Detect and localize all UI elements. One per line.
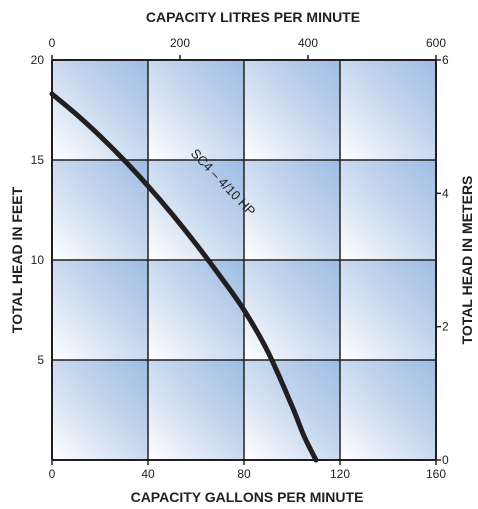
right-axis-title: TOTAL HEAD IN METERS [459, 176, 475, 345]
right-tick-label: 0 [442, 453, 449, 467]
grid-cell [340, 360, 436, 460]
grid-cell [148, 60, 244, 160]
right-tick-label: 6 [442, 53, 449, 67]
grid-cell [148, 260, 244, 360]
top-axis-title: CAPACITY LITRES PER MINUTE [146, 9, 360, 25]
bottom-tick-label: 120 [330, 467, 350, 481]
bottom-tick-label: 0 [49, 467, 56, 481]
bottom-axis-title: CAPACITY GALLONS PER MINUTE [131, 489, 364, 505]
bottom-tick-label: 160 [426, 467, 446, 481]
top-tick-label: 600 [426, 36, 446, 50]
left-tick-label: 15 [31, 153, 45, 167]
right-tick-label: 2 [442, 320, 449, 334]
bottom-tick-label: 80 [237, 467, 251, 481]
grid-cell [52, 60, 148, 160]
right-tick-label: 4 [442, 186, 449, 200]
left-axis-title: TOTAL HEAD IN FEET [9, 186, 25, 333]
top-tick-label: 200 [170, 36, 190, 50]
plot-panels [52, 60, 436, 460]
grid-cell [244, 60, 340, 160]
bottom-tick-label: 40 [141, 467, 155, 481]
top-tick-label: 400 [298, 36, 318, 50]
grid-cell [244, 160, 340, 260]
grid-cell [340, 260, 436, 360]
grid-cell [148, 360, 244, 460]
grid-cell [52, 260, 148, 360]
pump-curve-line [49, 91, 319, 463]
grid-cell [52, 360, 148, 460]
left-tick-label: 5 [37, 353, 44, 367]
grid-cell [52, 160, 148, 260]
left-tick-label: 20 [31, 53, 45, 67]
grid-cell [340, 160, 436, 260]
top-tick-label: 0 [49, 36, 56, 50]
grid-cell [340, 60, 436, 160]
left-tick-label: 10 [31, 253, 45, 267]
grid-cell [244, 260, 340, 360]
